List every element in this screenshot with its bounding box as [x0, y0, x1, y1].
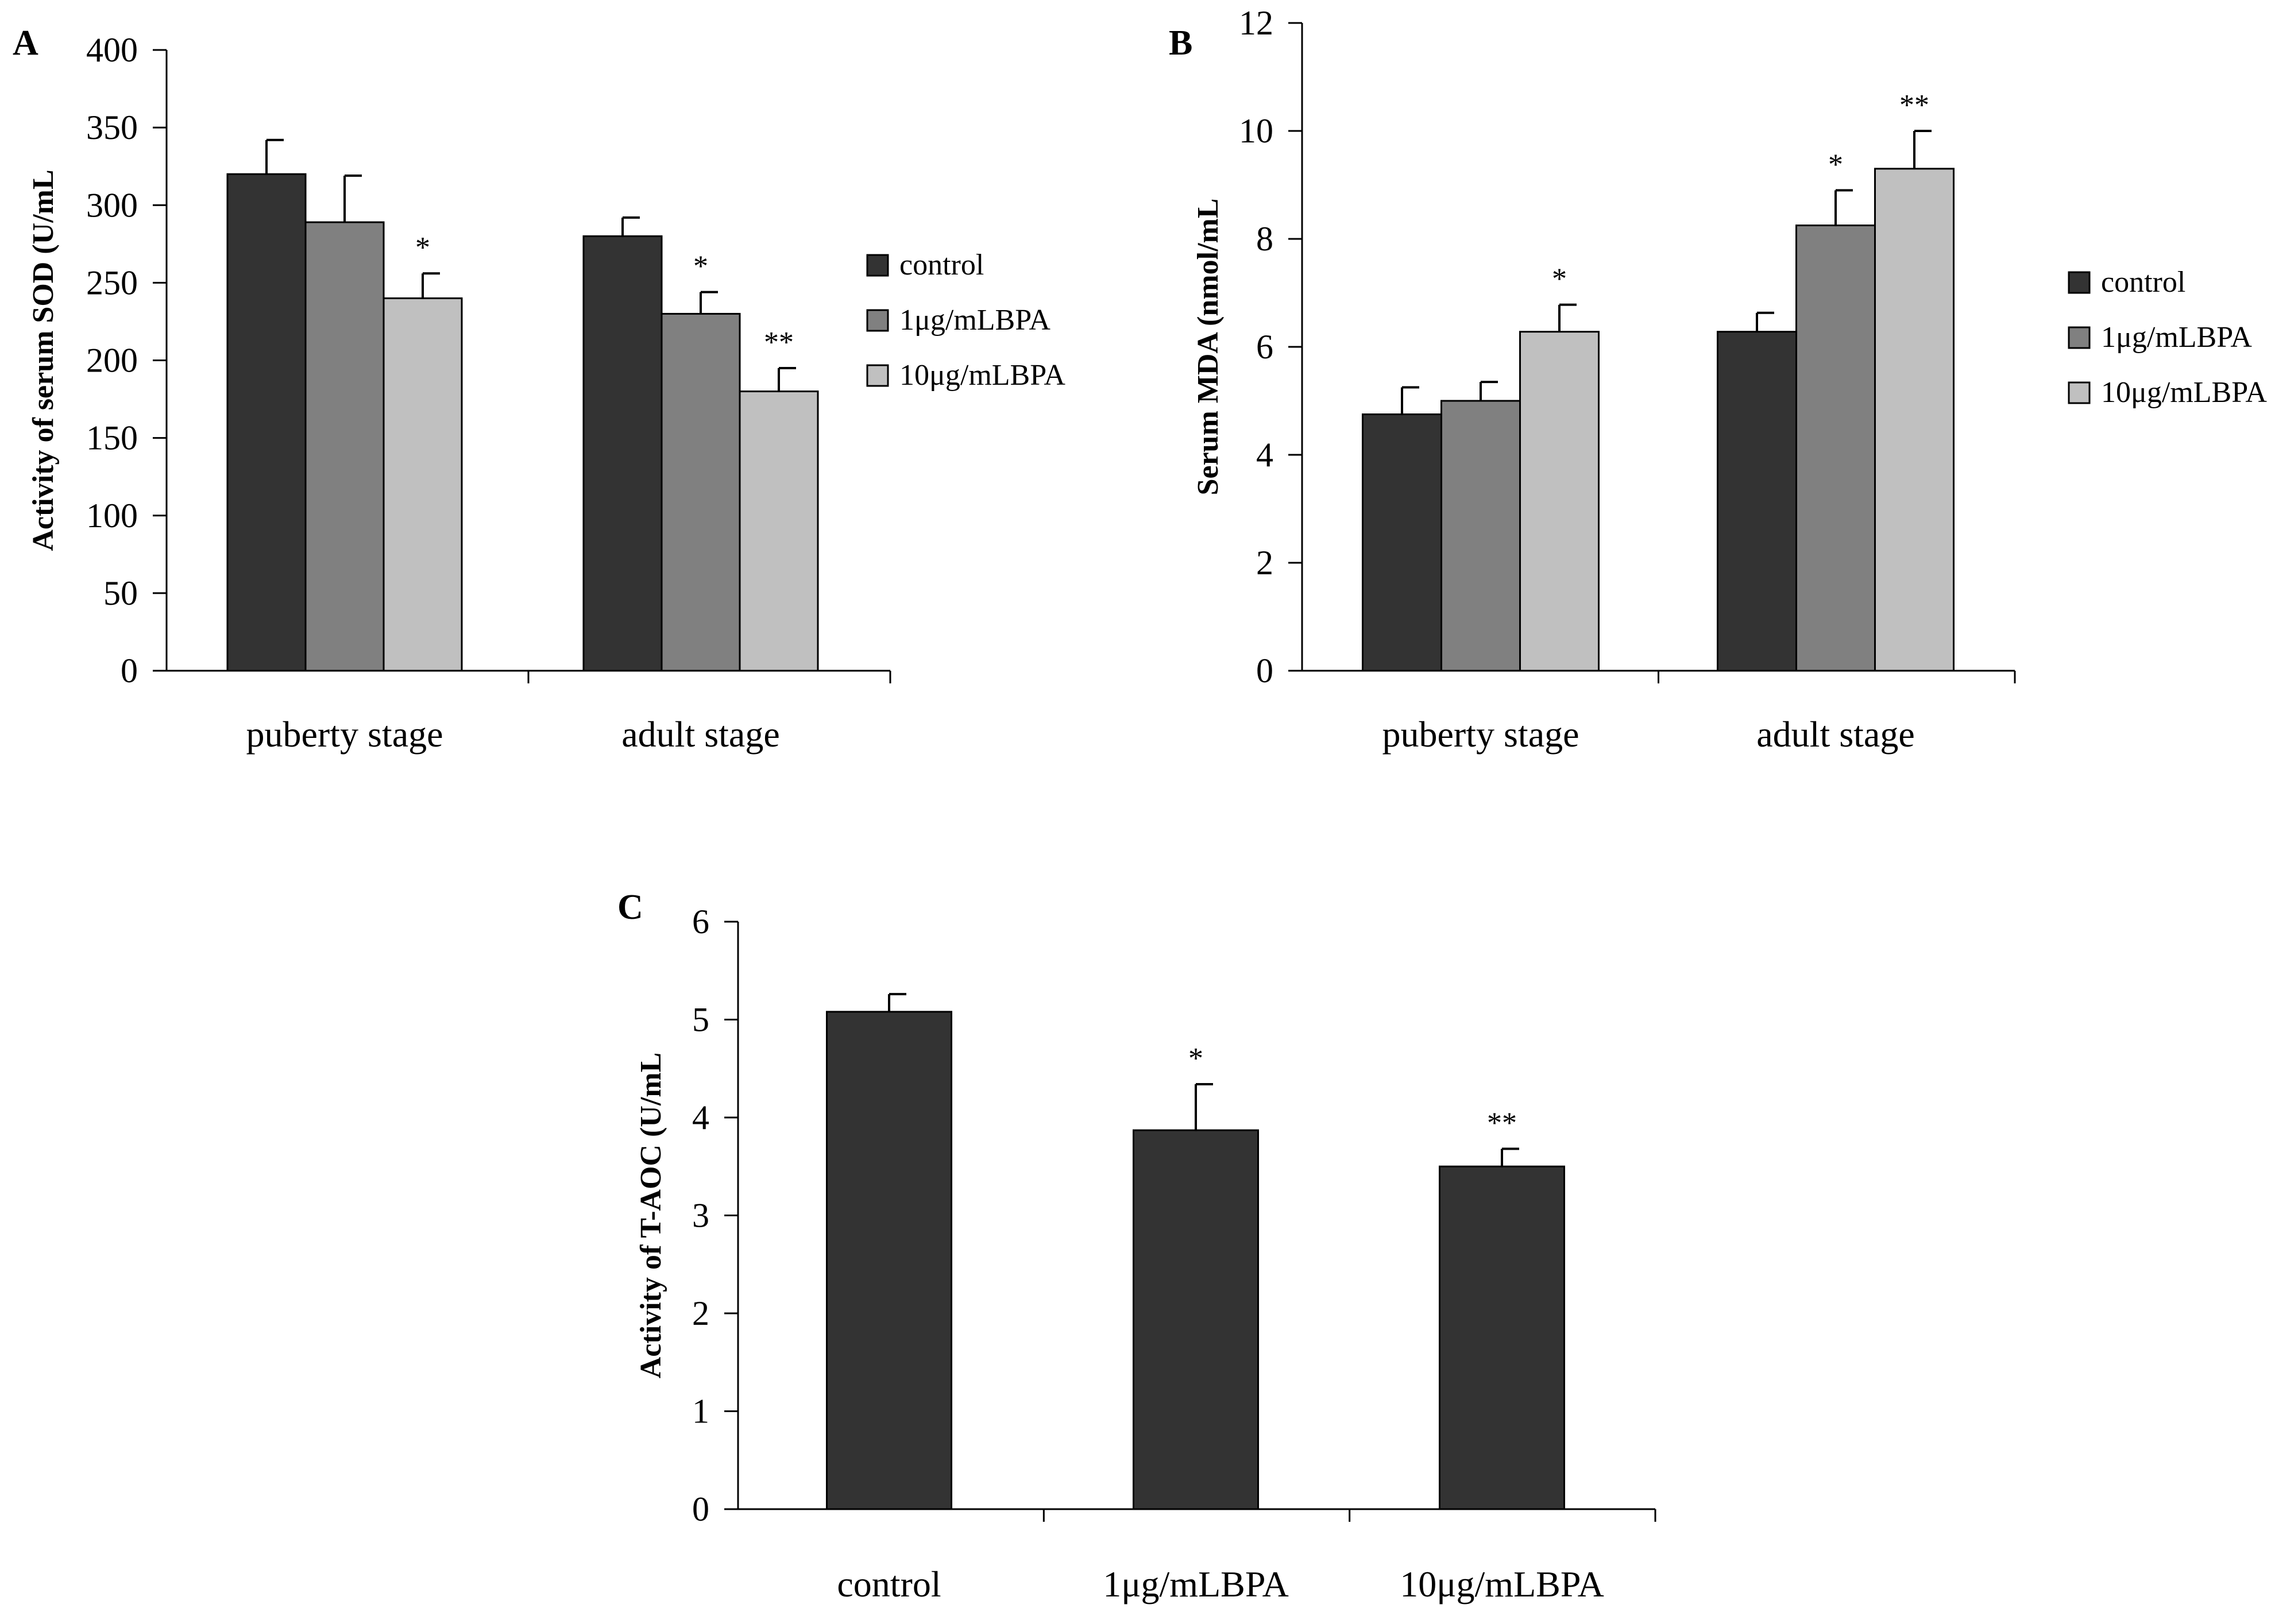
y-tick-label: 3 [692, 1197, 709, 1235]
category-label: puberty stage [246, 714, 443, 755]
legend-swatch-2 [2068, 381, 2091, 404]
significance-mark: * [415, 231, 430, 264]
y-tick-label: 100 [86, 497, 138, 535]
legend-label: 1μg/mLBPA [899, 304, 1050, 337]
legend-swatch-1 [866, 309, 889, 332]
bar-series-2-cat-0 [383, 297, 463, 672]
category-label: 10μg/mLBPA [1400, 1564, 1604, 1604]
bar-series-2-cat-1 [739, 390, 819, 672]
bar-series-0-cat-0 [226, 173, 307, 672]
significance-mark: * [1188, 1042, 1203, 1075]
y-axis-label: Serum MDA (nmol/mL [1192, 198, 1225, 495]
bar-series-0-cat-1 [1717, 331, 1797, 672]
y-tick-label: 6 [1256, 328, 1273, 366]
bar-single-cat-2 [1439, 1165, 1565, 1510]
y-axis-label: Activity of serum SOD (U/mL [27, 169, 60, 551]
significance-mark: * [693, 250, 708, 283]
panel-c-taoc-chart: C Activity of T-AOC (U/mL control * 1μg/mLBP… [617, 888, 1656, 1604]
y-tick-label: 2 [692, 1294, 709, 1332]
y-tick-label: 250 [86, 264, 138, 301]
panel-label: B [1169, 24, 1192, 63]
y-tick-label: 0 [692, 1490, 709, 1528]
y-tick-label: 300 [86, 186, 138, 224]
category-label: adult stage [621, 714, 779, 755]
significance-mark: ** [1899, 89, 1929, 122]
y-tick-label: 12 [1239, 4, 1273, 42]
y-tick-label: 150 [86, 419, 138, 457]
y-tick-label: 350 [86, 109, 138, 146]
significance-mark: ** [1487, 1107, 1517, 1140]
panel-label: A [13, 24, 38, 63]
bar-series-2-cat-1 [1874, 168, 1955, 672]
y-tick-label: 400 [86, 31, 138, 69]
bar-single-cat-0 [826, 1011, 952, 1510]
y-tick-label: 10 [1239, 112, 1273, 150]
category-label: adult stage [1756, 714, 1914, 755]
legend-label: control [2101, 266, 2185, 299]
legend-swatch-0 [866, 254, 889, 277]
y-tick-label: 4 [1256, 436, 1273, 474]
panel-label: C [617, 888, 643, 927]
y-tick-label: 5 [692, 1001, 709, 1039]
y-axis-label: Activity of T-AOC (U/mL [635, 1053, 667, 1379]
y-tick-label: 1 [692, 1393, 709, 1430]
significance-mark: * [1828, 148, 1843, 181]
y-tick-label: 200 [86, 342, 138, 380]
category-label: control [837, 1564, 941, 1604]
legend-swatch-0 [2068, 271, 2091, 294]
y-tick-label: 0 [1256, 652, 1273, 690]
y-tick-label: 6 [692, 903, 709, 941]
legend-swatch-1 [2068, 326, 2091, 349]
y-tick-label: 2 [1256, 544, 1273, 582]
bar-series-0-cat-0 [1362, 413, 1442, 672]
y-tick-label: 4 [692, 1099, 709, 1136]
significance-mark: ** [764, 326, 794, 359]
significance-mark: * [1552, 263, 1567, 296]
legend-label: control [899, 249, 984, 281]
y-tick-label: 0 [121, 652, 138, 690]
panel-a-sod-chart: A Activity of serum SOD (U/mL * puberty sta… [13, 24, 1065, 755]
legend-label: 10μg/mLBPA [2101, 376, 2267, 409]
bar-series-1-cat-0 [1440, 400, 1521, 672]
bar-series-2-cat-0 [1519, 331, 1600, 672]
legend-swatch-2 [866, 364, 889, 387]
bar-single-cat-1 [1133, 1129, 1259, 1510]
bar-series-0-cat-1 [582, 235, 663, 672]
legend-label: 1μg/mLBPA [2101, 321, 2252, 354]
category-label: puberty stage [1382, 714, 1579, 755]
category-label: 1μg/mLBPA [1103, 1564, 1289, 1604]
bar-series-1-cat-0 [304, 221, 385, 672]
y-tick-label: 8 [1256, 220, 1273, 258]
y-tick-label: 50 [103, 574, 138, 612]
legend-label: 10μg/mLBPA [899, 359, 1065, 392]
bar-series-1-cat-1 [1795, 225, 1876, 672]
bar-series-1-cat-1 [661, 312, 741, 672]
